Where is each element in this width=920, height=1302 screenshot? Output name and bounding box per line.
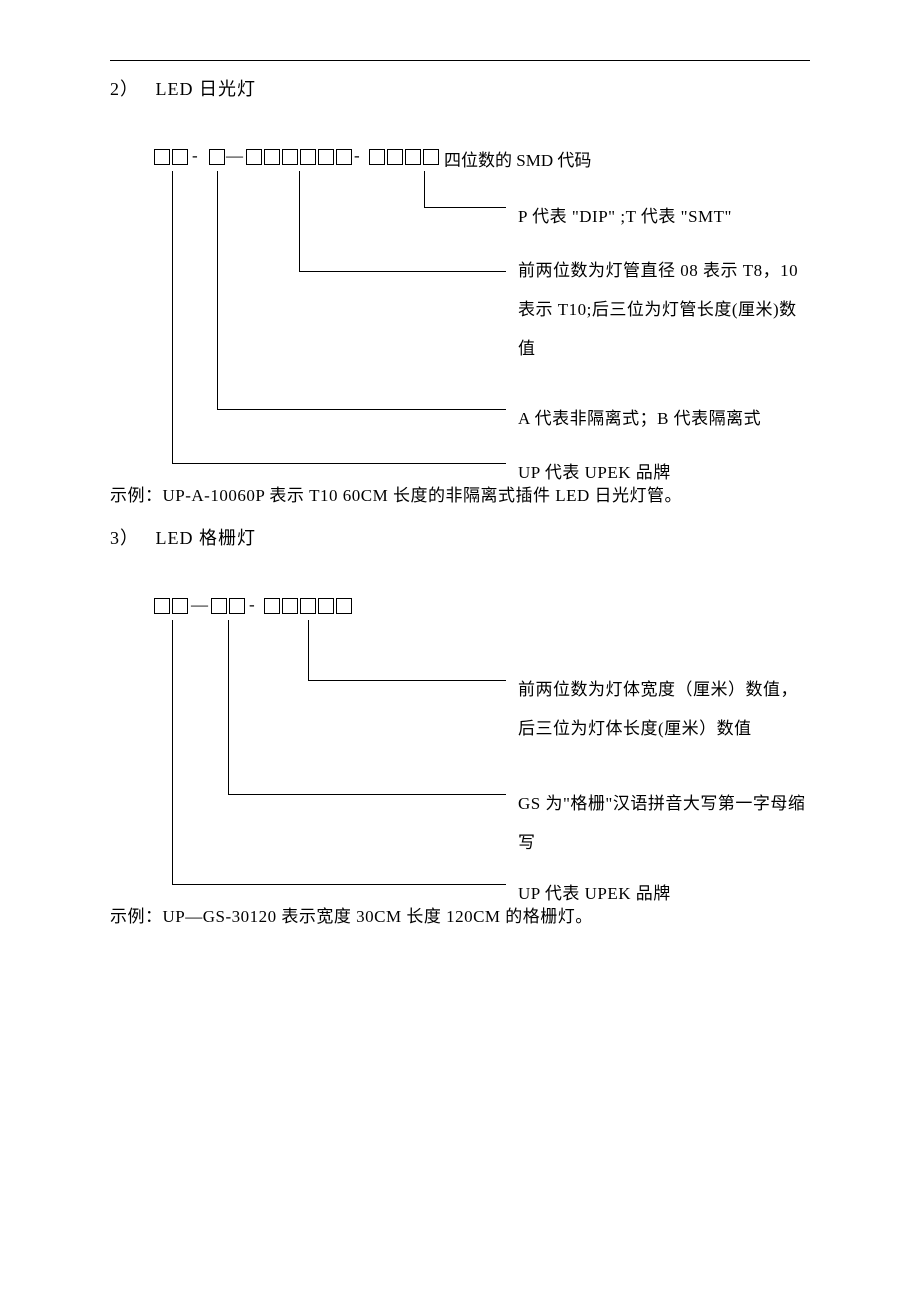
callout-hline <box>228 794 506 795</box>
callout-vline <box>172 620 173 884</box>
code-box <box>264 598 280 614</box>
heading-num-2: 3） <box>110 528 139 548</box>
end-label-prefix: 四位数的 <box>444 151 516 170</box>
code-box <box>336 149 352 165</box>
separator: - <box>354 146 360 166</box>
callout-hline <box>424 207 506 208</box>
boxes-row-1: 四位数的 SMD 代码 - — - <box>154 147 810 171</box>
heading-en-2: LED <box>156 528 194 548</box>
code-box <box>318 149 334 165</box>
code-box <box>336 598 352 614</box>
desc-2-3: UP 代表 UPEK 品牌 <box>518 874 814 913</box>
callout-hline <box>299 271 506 272</box>
callout-hline <box>172 463 506 464</box>
section1-heading: 2） LED 日光灯 <box>110 75 810 101</box>
top-rule <box>110 60 810 61</box>
boxes-row-2: —- <box>154 596 810 620</box>
lines-area-1: P 代表 "DIP" ;T 代表 "SMT" 前两位数为灯管直径 08 表示 T… <box>154 171 810 471</box>
callout-hline <box>217 409 506 410</box>
section2-heading: 3） LED 格栅灯 <box>110 524 810 550</box>
code-box <box>369 149 385 165</box>
callout-hline <box>172 884 506 885</box>
code-box <box>318 598 334 614</box>
code-box <box>282 149 298 165</box>
separator: - <box>192 146 198 166</box>
callout-vline <box>424 171 425 207</box>
desc-2-1: 前两位数为灯体宽度（厘米）数值，后三位为灯体长度(厘米）数值 <box>518 670 814 748</box>
callout-hline <box>308 680 506 681</box>
desc-1-2: 前两位数为灯管直径 08 表示 T8，10 表示 T10;后三位为灯管长度(厘米… <box>518 251 814 368</box>
code-box <box>154 598 170 614</box>
code-box <box>282 598 298 614</box>
heading-cn-2: 格栅灯 <box>194 528 257 548</box>
code-box <box>211 598 227 614</box>
desc-1-1: P 代表 "DIP" ;T 代表 "SMT" <box>518 197 814 236</box>
desc-1-3: A 代表非隔离式；B 代表隔离式 <box>518 399 814 438</box>
separator: — <box>191 595 208 615</box>
code-box <box>387 149 403 165</box>
callout-vline <box>299 171 300 271</box>
separator: — <box>226 146 243 166</box>
code-box <box>172 149 188 165</box>
end-label-1: 四位数的 SMD 代码 <box>444 146 591 171</box>
heading-num: 2） <box>110 79 139 99</box>
code-box <box>172 598 188 614</box>
diagram-2: —- 前两位数为灯体宽度（厘米）数值，后三位为灯体长度(厘米）数值 GS 为"格… <box>154 596 810 892</box>
code-box <box>300 598 316 614</box>
desc-2-2: GS 为"格栅"汉语拼音大写第一字母缩写 <box>518 784 814 862</box>
callout-vline <box>228 620 229 794</box>
code-box <box>264 149 280 165</box>
end-label-suffix: 代码 <box>553 151 591 170</box>
code-box <box>209 149 225 165</box>
end-label-en: SMD <box>516 151 553 170</box>
callout-vline <box>308 620 309 680</box>
lines-area-2: 前两位数为灯体宽度（厘米）数值，后三位为灯体长度(厘米）数值 GS 为"格栅"汉… <box>154 620 810 892</box>
code-box <box>300 149 316 165</box>
code-box <box>229 598 245 614</box>
code-box <box>154 149 170 165</box>
heading-en: LED <box>156 79 194 99</box>
callout-vline <box>172 171 173 463</box>
heading-cn: 日光灯 <box>194 79 257 99</box>
code-box <box>423 149 439 165</box>
separator: - <box>249 595 255 615</box>
desc-1-4: UP 代表 UPEK 品牌 <box>518 453 814 492</box>
callout-vline <box>217 171 218 409</box>
code-box <box>405 149 421 165</box>
diagram-1: 四位数的 SMD 代码 - — - P 代表 "DIP" ;T 代表 "SMT" 前… <box>154 147 810 471</box>
code-box <box>246 149 262 165</box>
